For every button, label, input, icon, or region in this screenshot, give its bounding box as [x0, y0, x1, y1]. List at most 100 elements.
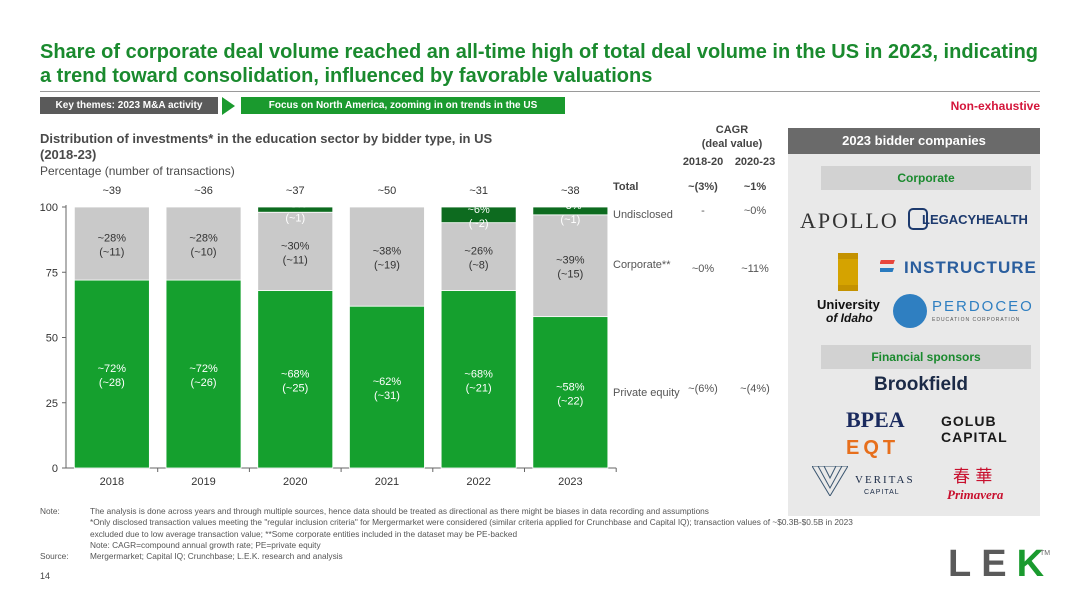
golub-logo-line1: GOLUB: [941, 413, 997, 429]
data-label: ~6%: [467, 204, 490, 216]
cagr-row-v1: ~(6%): [688, 383, 718, 395]
note-line: *Only disclosed transaction values meeti…: [90, 517, 853, 528]
cagr-row-v2: ~11%: [741, 263, 769, 275]
data-label: (~15): [557, 269, 583, 281]
cagr-row-label: Total: [613, 181, 639, 193]
veritas-logo-line2: CAPITAL: [864, 489, 900, 496]
note-line: The analysis is done across years and th…: [90, 506, 709, 516]
data-label: (~31): [374, 390, 400, 402]
instructure-logo: INSTRUCTURE: [904, 258, 1037, 277]
divider: [40, 91, 1040, 92]
perdoceo-logo-sub: EDUCATION CORPORATION: [932, 317, 1021, 323]
data-label: (~1): [560, 214, 580, 226]
eqt-logo: EQT: [846, 437, 900, 459]
bar-total-label: ~38: [561, 185, 580, 197]
data-label: ~68%: [464, 368, 493, 380]
key-themes-tag: Key themes: 2023 M&A activity: [40, 97, 218, 114]
data-label: ~58%: [556, 381, 585, 393]
cagr-row-label: Private equity: [613, 387, 680, 399]
page-title: Share of corporate deal volume reached a…: [40, 41, 1038, 87]
cagr-row-v1: ~(3%): [688, 181, 718, 193]
chart-subtitle: Percentage (number of transactions): [40, 164, 235, 178]
data-label: ~62%: [373, 376, 402, 388]
chart-title: Distribution of investments* in the educ…: [40, 131, 493, 162]
cagr-row-label: Undisclosed: [613, 209, 673, 221]
cagr-header-sub: (deal value): [701, 138, 763, 150]
page-number: 14: [40, 571, 51, 581]
data-label: (~1): [285, 213, 305, 225]
data-label: ~38%: [373, 246, 402, 258]
data-label: ~72%: [189, 363, 218, 375]
focus-tag: Focus on North America, zooming in on tr…: [241, 97, 565, 114]
bar-total-label: ~50: [378, 185, 397, 197]
bar-segment: [73, 206, 150, 281]
note-line: excluded due to low average transaction …: [90, 528, 518, 539]
corporate-section-label: Corporate: [821, 166, 1031, 190]
uidaho-icon: [838, 253, 858, 291]
x-tick-label: 2023: [558, 476, 582, 488]
legacy-health-icon: [908, 208, 928, 230]
data-label: (~10): [191, 247, 217, 259]
bar-segment: [165, 279, 242, 469]
data-label: ~30%: [281, 240, 310, 252]
data-label: (~25): [282, 382, 308, 394]
cagr-row-v2: ~(4%): [740, 383, 770, 395]
cagr-header: CAGR: [715, 124, 749, 136]
bar-segment: [440, 222, 517, 291]
financial-sponsors-label: Financial sponsors: [821, 345, 1031, 369]
cagr-row-label: Corporate**: [613, 259, 671, 271]
cagr-row-v2: ~0%: [743, 205, 767, 217]
stacked-bar-chart: 0 25 50 75 100 2018 ~39 ~72% (~28) ~28% (~11) 2019 ~…: [40, 185, 617, 488]
data-label: ~28%: [98, 233, 127, 245]
note-line: Note: CAGR=compound annual growth rate; …: [90, 539, 321, 550]
arrow-right-icon: [222, 97, 235, 115]
bidder-panel-title: 2023 bidder companies: [788, 128, 1040, 154]
brookfield-logo: Brookfield: [874, 374, 968, 395]
bar-total-label: ~39: [103, 185, 122, 197]
lek-letter: L: [948, 543, 982, 585]
primavera-logo: Primavera: [947, 487, 1004, 502]
data-label: ~3%: [284, 199, 307, 211]
veritas-icon: [811, 465, 849, 497]
apollo-logo: APOLLO: [800, 208, 899, 233]
y-tick-label: 75: [46, 267, 58, 279]
data-label: ~28%: [189, 233, 218, 245]
veritas-logo-line1: VERITAS: [855, 474, 915, 486]
bar-segment: [257, 290, 334, 469]
data-label: (~21): [466, 382, 492, 394]
data-label: (~26): [191, 377, 217, 389]
y-tick-label: 100: [40, 202, 58, 214]
data-label: ~72%: [98, 363, 127, 375]
data-label: ~39%: [556, 255, 585, 267]
data-label: ~68%: [281, 368, 310, 380]
perdoceo-logo: PERDOCEO: [932, 298, 1034, 315]
data-label: (~2): [469, 218, 489, 230]
bar-segment: [532, 316, 609, 469]
bar-segment: [257, 206, 334, 213]
data-label: (~28): [99, 377, 125, 389]
bar-total-label: ~37: [286, 185, 305, 197]
instructure-icon: [878, 257, 898, 275]
trademark-mark: TM: [1040, 550, 1051, 557]
x-tick-label: 2018: [100, 476, 124, 488]
lek-logo: LEK: [948, 543, 1054, 586]
perdoceo-icon: [893, 294, 927, 328]
note-label: Note:: [40, 506, 60, 516]
bpea-logo: BPEA: [846, 407, 905, 432]
data-label: (~8): [469, 260, 489, 272]
cagr-row-v2: ~1%: [743, 181, 767, 193]
data-label: (~19): [374, 260, 400, 272]
y-tick-label: 50: [46, 333, 58, 345]
footnotes: Note: The analysis is done across years a…: [40, 506, 853, 562]
bar-segment: [165, 206, 242, 281]
bar-segment: [349, 305, 425, 469]
bar-segment: [257, 211, 334, 291]
bar-segment: [349, 206, 425, 307]
x-tick-label: 2022: [466, 476, 490, 488]
cagr-col-2: 2020-23: [734, 156, 776, 168]
lek-letter: E: [981, 543, 1017, 585]
x-tick-label: 2020: [283, 476, 307, 488]
data-label: ~3%: [559, 200, 582, 212]
bar-total-label: ~31: [469, 185, 488, 197]
source-label: Source:: [40, 551, 69, 562]
